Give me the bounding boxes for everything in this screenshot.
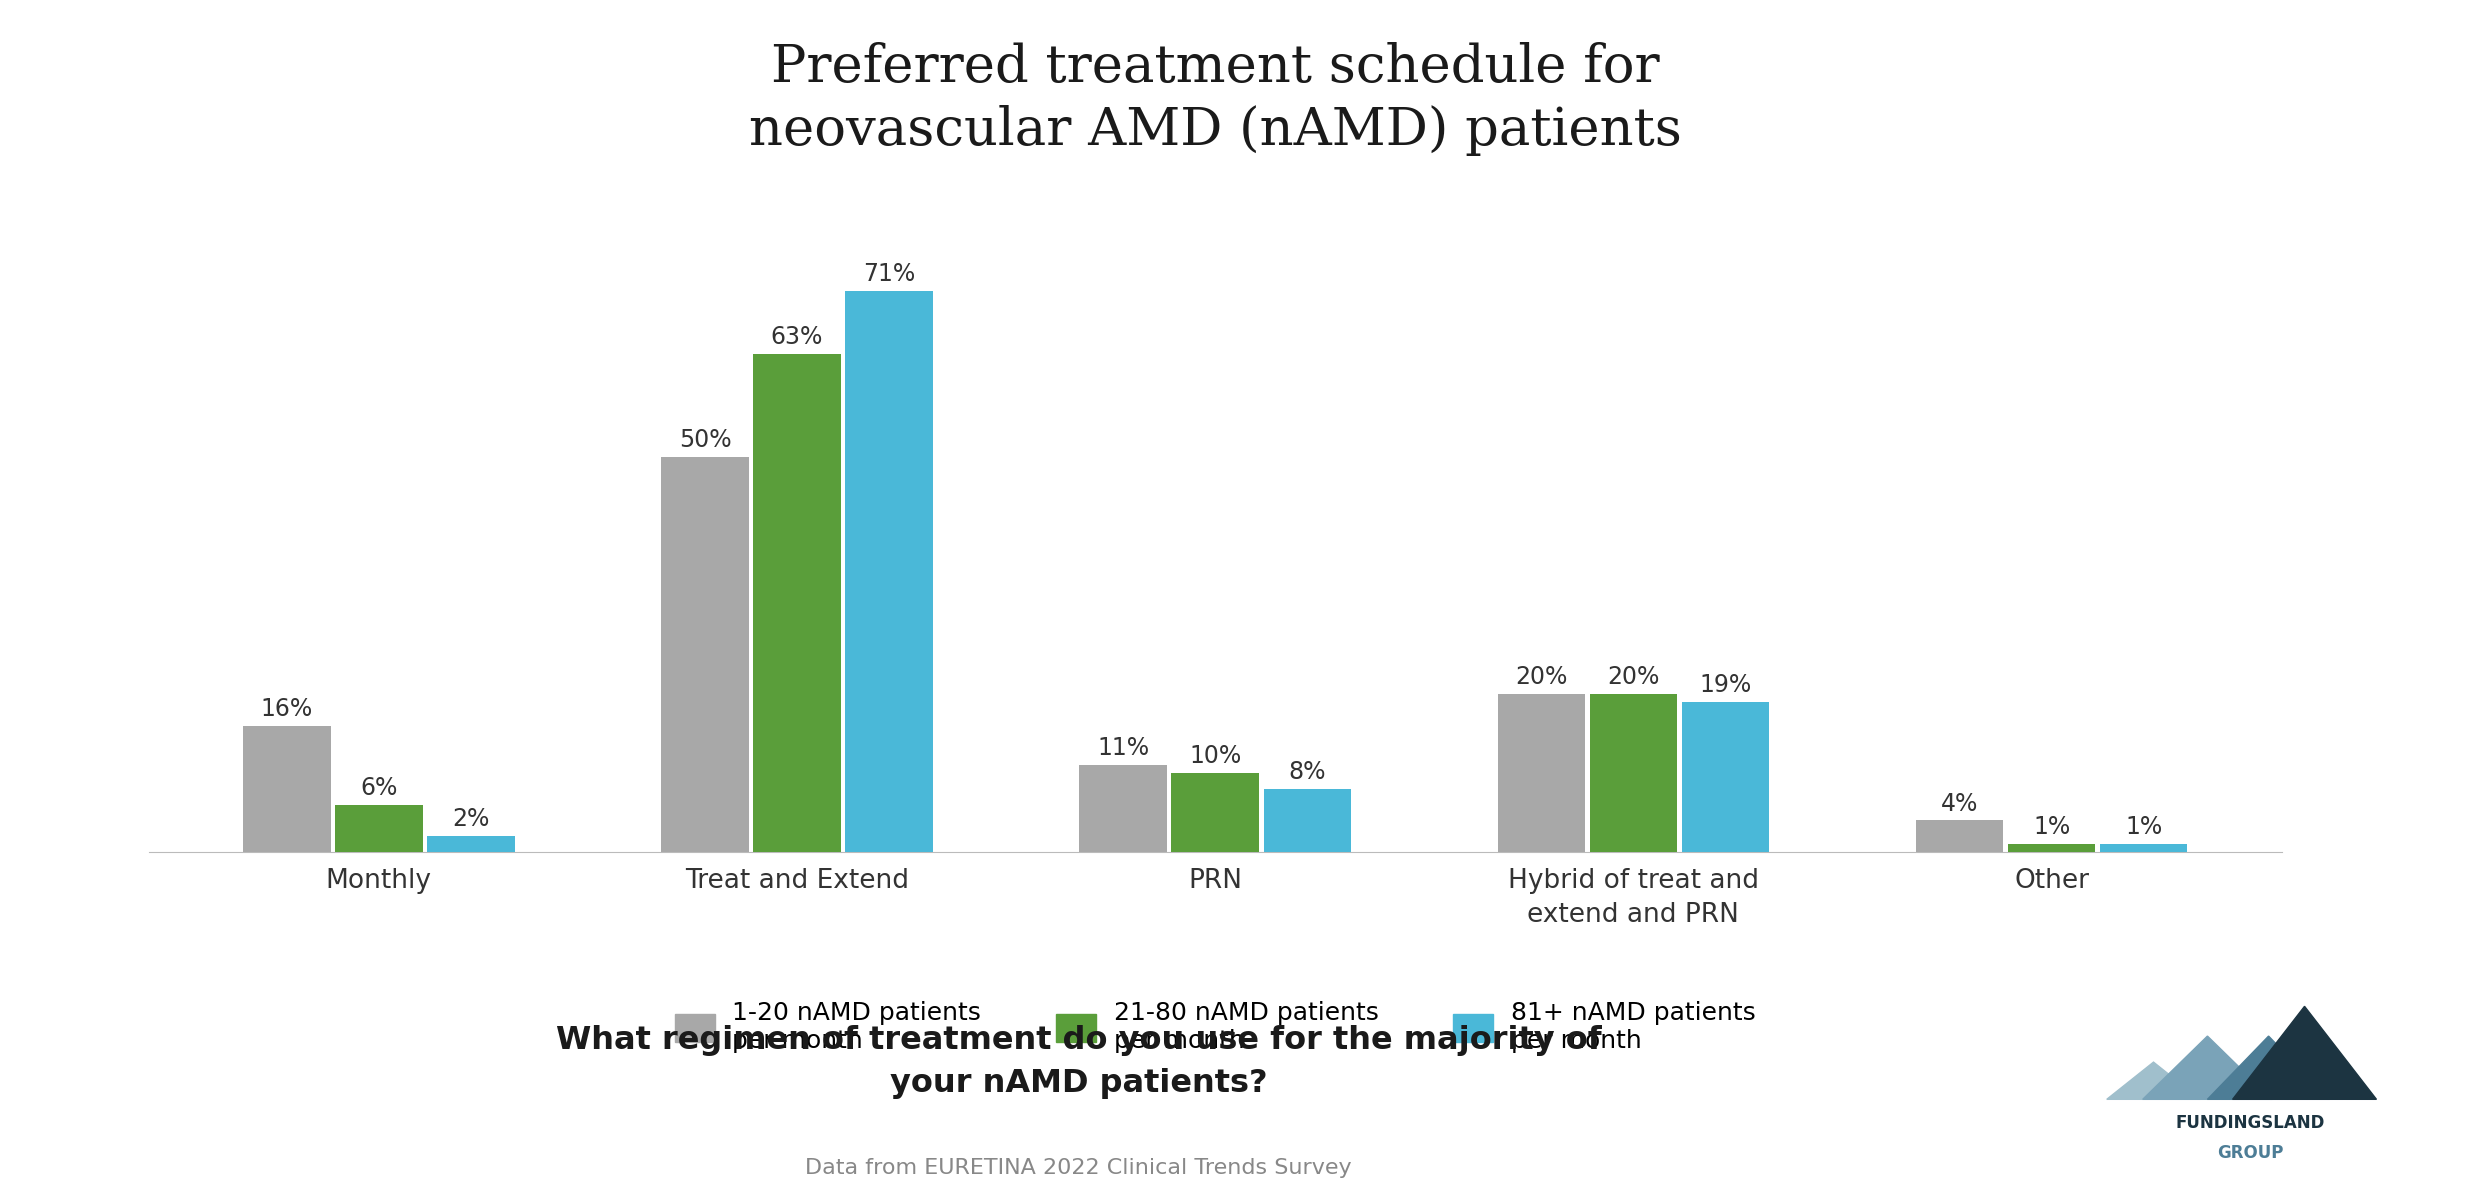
Bar bbox=[335, 804, 422, 852]
Text: GROUP: GROUP bbox=[2217, 1144, 2284, 1162]
Polygon shape bbox=[2143, 1036, 2272, 1099]
Text: 11%: 11% bbox=[1096, 737, 1148, 761]
Text: 1%: 1% bbox=[2034, 815, 2071, 839]
Text: 63%: 63% bbox=[771, 325, 823, 349]
Text: 10%: 10% bbox=[1188, 744, 1242, 768]
Bar bbox=[2101, 844, 2187, 852]
Bar bbox=[1262, 788, 1352, 852]
Polygon shape bbox=[2207, 1036, 2329, 1099]
Bar bbox=[243, 726, 330, 852]
Text: 4%: 4% bbox=[1942, 792, 1979, 816]
Text: 71%: 71% bbox=[863, 262, 915, 286]
Bar bbox=[427, 836, 513, 852]
Bar bbox=[1681, 702, 1768, 852]
Text: FUNDINGSLAND: FUNDINGSLAND bbox=[2175, 1114, 2326, 1133]
Text: 20%: 20% bbox=[1515, 665, 1567, 689]
Bar bbox=[1498, 694, 1585, 852]
Bar bbox=[662, 457, 749, 852]
Bar bbox=[1917, 821, 2004, 852]
Text: What regimen of treatment do you use for the majority of
your nAMD patients?: What regimen of treatment do you use for… bbox=[556, 1025, 1602, 1099]
Bar bbox=[2009, 844, 2096, 852]
Bar bbox=[754, 354, 841, 852]
Text: 16%: 16% bbox=[260, 697, 312, 721]
Text: 2%: 2% bbox=[451, 808, 489, 832]
Bar bbox=[1590, 694, 1676, 852]
Text: Data from EURETINA 2022 Clinical Trends Survey: Data from EURETINA 2022 Clinical Trends … bbox=[806, 1158, 1352, 1178]
Text: 20%: 20% bbox=[1607, 665, 1659, 689]
Text: 50%: 50% bbox=[680, 428, 732, 452]
Bar bbox=[1171, 773, 1260, 852]
Text: 6%: 6% bbox=[360, 776, 397, 800]
Polygon shape bbox=[2106, 1062, 2200, 1099]
Polygon shape bbox=[2232, 1007, 2376, 1099]
Text: 8%: 8% bbox=[1290, 760, 1327, 784]
Text: 19%: 19% bbox=[1699, 673, 1751, 697]
Text: Preferred treatment schedule for
neovascular AMD (nAMD) patients: Preferred treatment schedule for neovasc… bbox=[749, 42, 1681, 156]
Bar bbox=[846, 290, 932, 852]
Text: 1%: 1% bbox=[2125, 815, 2163, 839]
Legend: 1-20 nAMD patients
per month, 21-80 nAMD patients
per month, 81+ nAMD patients
p: 1-20 nAMD patients per month, 21-80 nAMD… bbox=[665, 991, 1766, 1063]
Bar bbox=[1079, 766, 1168, 852]
